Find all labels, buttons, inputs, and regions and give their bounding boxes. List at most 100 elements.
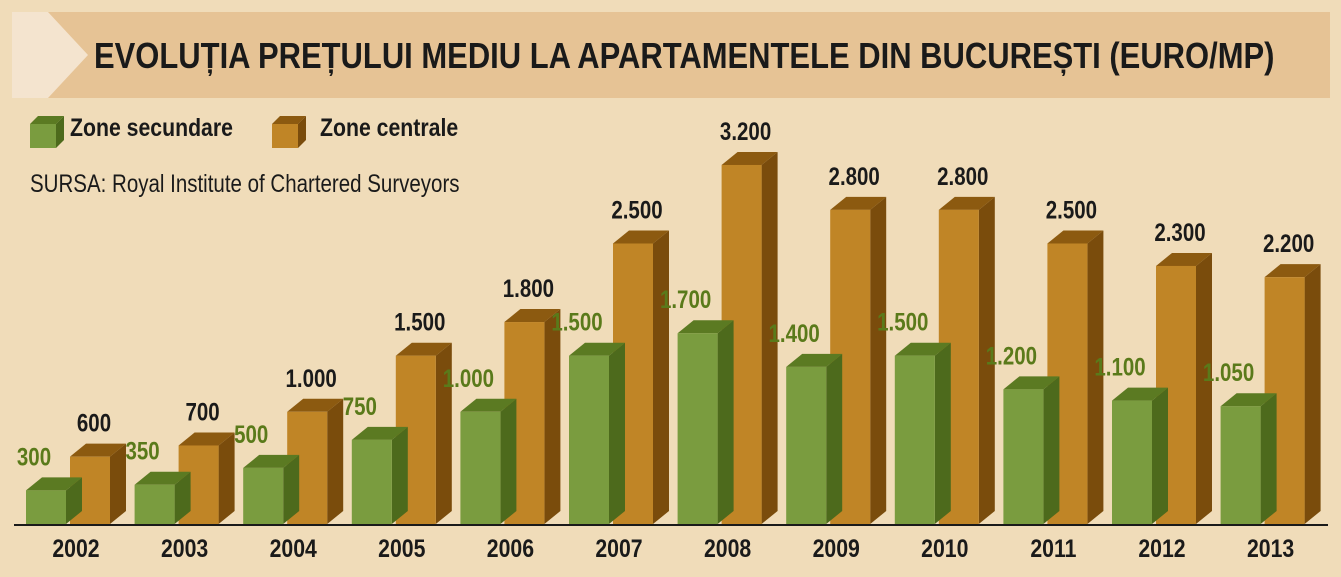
x-tick-label-2006: 2006 bbox=[487, 534, 534, 562]
data-label-central-2010: 2.800 bbox=[937, 162, 988, 190]
bar-front bbox=[786, 366, 827, 524]
bar-secondary-2009 bbox=[786, 353, 843, 524]
bar-side bbox=[1260, 393, 1277, 524]
bar-front bbox=[460, 411, 501, 524]
bar-side bbox=[218, 432, 235, 524]
bar-top bbox=[721, 151, 778, 165]
data-label-secondary-2005: 750 bbox=[343, 392, 377, 420]
bar-secondary-2006 bbox=[460, 398, 517, 524]
bar-side bbox=[934, 342, 951, 524]
data-label-central-2013: 2.200 bbox=[1263, 229, 1314, 257]
bar-side bbox=[609, 342, 625, 524]
bar-top bbox=[894, 342, 951, 356]
bar-side bbox=[500, 398, 517, 524]
bar-top bbox=[26, 477, 82, 491]
bar-front bbox=[677, 333, 718, 524]
arrow-icon bbox=[12, 12, 88, 98]
bar-top bbox=[1047, 230, 1104, 244]
x-tick-label-2002: 2002 bbox=[52, 534, 99, 562]
bar-central-2005 bbox=[395, 342, 452, 524]
bar-top bbox=[504, 309, 561, 323]
bar-front bbox=[569, 355, 609, 524]
data-label-secondary-2013: 1.050 bbox=[1203, 358, 1254, 386]
bar-top bbox=[613, 230, 669, 244]
data-label-secondary-2011: 1.200 bbox=[986, 341, 1037, 369]
bar-side bbox=[283, 454, 300, 524]
data-label-central-2005: 1.500 bbox=[394, 308, 445, 336]
bar-secondary-2008 bbox=[677, 320, 734, 524]
bar-side bbox=[826, 353, 843, 524]
bar-top bbox=[243, 454, 300, 468]
bar-side bbox=[110, 443, 126, 524]
bar-top bbox=[287, 398, 344, 412]
bar-secondary-2005 bbox=[351, 426, 408, 524]
data-label-central-2007: 2.500 bbox=[611, 196, 662, 224]
bar-top bbox=[1112, 387, 1168, 401]
bar-side bbox=[1304, 264, 1321, 524]
x-tick-label-2008: 2008 bbox=[704, 534, 751, 562]
data-label-secondary-2012: 1.100 bbox=[1094, 353, 1145, 381]
x-tick-label-2009: 2009 bbox=[813, 534, 860, 562]
bar-top bbox=[1220, 393, 1277, 407]
legend-swatch-secondary bbox=[30, 116, 64, 148]
bar-front bbox=[1220, 406, 1261, 524]
data-label-central-2011: 2.500 bbox=[1046, 196, 1097, 224]
data-label-central-2003: 700 bbox=[185, 397, 219, 425]
data-label-central-2004: 1.000 bbox=[286, 364, 337, 392]
bar-secondary-2011 bbox=[1003, 376, 1060, 524]
bar-top bbox=[1156, 252, 1212, 266]
data-label-secondary-2003: 350 bbox=[125, 437, 159, 465]
bar-side bbox=[327, 398, 344, 524]
bar-side bbox=[1152, 387, 1168, 524]
bar-front bbox=[1112, 400, 1152, 524]
legend: Zone secundare Zone centrale bbox=[30, 110, 530, 148]
bar-front bbox=[134, 484, 175, 524]
x-tick-label-2013: 2013 bbox=[1247, 534, 1294, 562]
bar-front bbox=[351, 439, 392, 524]
data-label-central-2008: 3.200 bbox=[720, 117, 771, 145]
bar-secondary-2007 bbox=[569, 342, 625, 524]
bar-side bbox=[174, 471, 191, 524]
bar-top bbox=[830, 196, 887, 210]
x-tick-label-2012: 2012 bbox=[1138, 534, 1185, 562]
bar-side bbox=[870, 196, 887, 524]
bar-top bbox=[569, 342, 625, 356]
data-label-central-2009: 2.800 bbox=[829, 162, 880, 190]
data-label-central-2012: 2.300 bbox=[1154, 218, 1205, 246]
bar-side bbox=[1087, 230, 1104, 524]
x-tick-label-2005: 2005 bbox=[378, 534, 425, 562]
bar-top bbox=[395, 342, 452, 356]
data-label-secondary-2007: 1.500 bbox=[551, 308, 602, 336]
x-tick-label-2004: 2004 bbox=[270, 534, 317, 562]
bar-front bbox=[243, 467, 284, 524]
data-label-secondary-2004: 500 bbox=[234, 420, 268, 448]
data-label-secondary-2006: 1.000 bbox=[443, 364, 494, 392]
bar-central-2003 bbox=[178, 432, 235, 524]
legend-label-central: Zone centrale bbox=[320, 114, 459, 142]
title-banner bbox=[12, 12, 1330, 98]
bar-secondary-2004 bbox=[243, 454, 300, 524]
data-label-secondary-2010: 1.500 bbox=[877, 308, 928, 336]
bar-front bbox=[1003, 389, 1044, 524]
data-label-secondary-2002: 300 bbox=[17, 442, 51, 470]
bar-side bbox=[978, 196, 995, 524]
data-label-central-2002: 600 bbox=[77, 409, 111, 437]
bar-side bbox=[717, 320, 734, 524]
bar-top bbox=[460, 398, 517, 412]
legend-label-secondary: Zone secundare bbox=[70, 114, 233, 142]
data-label-central-2006: 1.800 bbox=[503, 274, 554, 302]
source-note: SURSA: Royal Institute of Chartered Surv… bbox=[30, 170, 460, 198]
x-tick-label-2010: 2010 bbox=[921, 534, 968, 562]
bar-top bbox=[134, 471, 191, 485]
bar-side bbox=[391, 426, 408, 524]
bar-secondary-2013 bbox=[1220, 393, 1277, 524]
data-label-secondary-2008: 1.700 bbox=[660, 285, 711, 313]
bar-front bbox=[894, 355, 935, 524]
bar-top bbox=[178, 432, 235, 446]
bar-side bbox=[66, 477, 82, 524]
x-tick-label-2011: 2011 bbox=[1030, 534, 1076, 562]
bar-side bbox=[435, 342, 452, 524]
bar-side bbox=[1043, 376, 1060, 524]
chart-title: EVOLUȚIA PREȚULUI MEDIU LA APARTAMENTELE… bbox=[94, 35, 1275, 76]
